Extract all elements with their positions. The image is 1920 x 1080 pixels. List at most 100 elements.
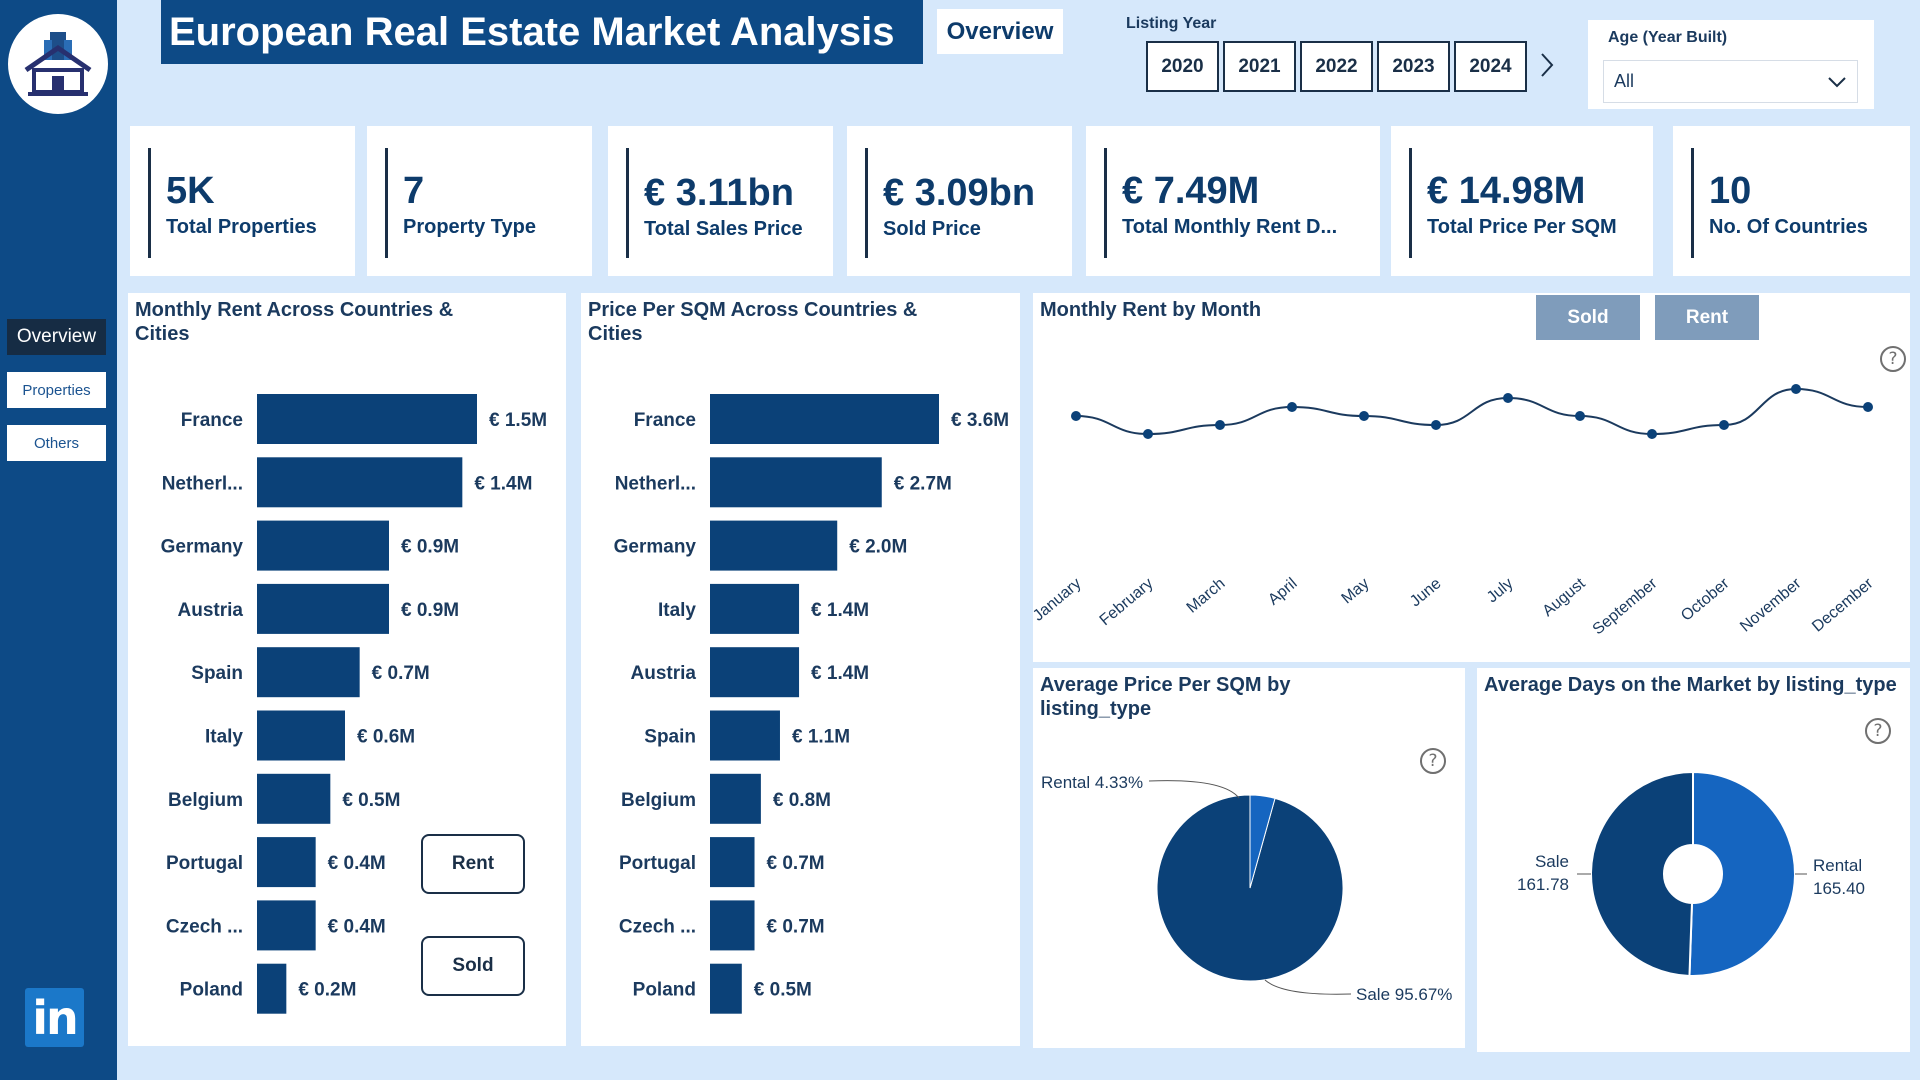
bar-category-label: Austria [631,663,697,684]
help-icon[interactable]: ? [1880,346,1906,372]
age-dropdown-value: All [1614,71,1635,91]
rent-button[interactable]: Rent [421,834,525,894]
price-sqm-by-country-panel: Price Per SQM Across Countries & Cities … [581,293,1020,1046]
kpi-no-of-countries: 10 No. Of Countries [1673,126,1910,276]
kpi-value: € 14.98M [1427,170,1586,212]
bar [710,837,755,888]
bar-category-label: Czech ... [166,916,243,937]
avg-price-sqm-title: Average Price Per SQM by listing_type [1040,674,1291,720]
listing-year-label: Listing Year [1126,15,1217,32]
bar-value-label: € 3.6M [951,410,1009,431]
bar [257,457,463,508]
bar-category-label: Portugal [166,853,243,874]
bar [710,773,761,824]
bar [710,457,882,508]
data-point [1503,393,1513,403]
x-tick-label: June [1407,575,1445,610]
kpi-label: Total Price Per SQM [1427,216,1617,238]
tab-rent[interactable]: Rent [1655,295,1759,340]
bar-value-label: € 1.4M [474,473,532,494]
kpi-value: € 3.09bn [883,172,1036,214]
data-point [1719,420,1729,430]
data-point [1431,420,1441,430]
price-sqm-by-country-title: Price Per SQM Across Countries & Cities [588,299,918,345]
kpi-value: 10 [1709,170,1752,212]
avg-price-sqm-panel: Average Price Per SQM by listing_type Re… [1033,668,1465,1048]
rent-by-country-panel: Monthly Rent Across Countries & Cities F… [128,293,566,1046]
age-slicer: Age (Year Built) All [1588,20,1874,109]
kpi-value: 7 [403,170,425,212]
bar-value-label: € 0.9M [401,537,459,558]
bar-value-label: € 1.4M [811,663,869,684]
data-point [1143,429,1153,439]
rent-by-country-chart: France € 1.5M Netherl... € 1.4M Germany € 0.9… [161,394,547,1014]
chevron-right-icon[interactable] [1540,52,1554,83]
year-button-2022[interactable]: 2022 [1300,41,1373,92]
bar [257,394,477,444]
x-tick-label: September [1590,575,1661,639]
year-button-2020[interactable]: 2020 [1146,41,1219,92]
bar [257,520,389,571]
x-tick-label: December [1809,575,1877,636]
x-tick-label: March [1184,575,1229,617]
age-dropdown[interactable]: All [1603,60,1858,103]
bar-value-label: € 1.4M [811,600,869,621]
data-point [1791,384,1801,394]
bar [257,900,316,951]
kpi-total-price-per-sqm: € 14.98M Total Price Per SQM [1391,126,1653,276]
sidebar: Overview Properties Others in [0,0,117,1080]
bar [710,963,742,1014]
avg-price-sqm-chart: Rental 4.33% Sale 95.67% [1041,773,1452,1004]
tab-sold[interactable]: Sold [1536,295,1640,340]
bar-value-label: € 0.7M [767,853,825,874]
help-icon[interactable]: ? [1420,748,1446,774]
bar-category-label: Austria [178,600,244,621]
data-point [1575,411,1585,421]
nav-properties[interactable]: Properties [7,372,106,408]
kpi-label: Total Monthly Rent D... [1122,216,1338,238]
x-tick-label: January [1033,575,1085,625]
x-tick-label: July [1484,575,1517,606]
nav-others[interactable]: Others [7,425,106,461]
linkedin-icon-label: in [32,990,78,1045]
kpi-total-monthly-rent: € 7.49M Total Monthly Rent D... [1086,126,1380,276]
linkedin-icon[interactable]: in [25,988,84,1047]
age-slicer-label: Age (Year Built) [1608,29,1728,46]
year-button-2021[interactable]: 2021 [1223,41,1296,92]
leader-line [1264,979,1352,995]
data-point [1071,411,1081,421]
year-button-2023[interactable]: 2023 [1377,41,1450,92]
nav-overview[interactable]: Overview [7,319,106,355]
sold-button[interactable]: Sold [421,936,525,996]
bar [257,837,316,888]
slice-label-rental-name: Rental [1813,856,1862,875]
bar-category-label: France [634,410,696,431]
avg-days-market-chart: Rental 165.40 Sale 161.78 [1517,770,1865,977]
bar-category-label: Czech ... [619,916,696,937]
bar [710,710,780,761]
bar-category-label: Poland [633,980,696,1001]
bar-category-label: Portugal [619,853,696,874]
slice-label-sale-name: Sale [1535,852,1569,871]
kpi-label: Total Sales Price [644,218,803,240]
kpi-value: 5K [166,170,215,212]
bar-value-label: € 0.7M [767,916,825,937]
page-tag: Overview [937,9,1063,54]
bar-value-label: € 0.4M [328,853,386,874]
bar [257,647,360,698]
bar-value-label: € 2.7M [894,473,952,494]
bar-value-label: € 0.4M [328,916,386,937]
avg-days-market-panel: Average Days on the Market by listing_ty… [1477,668,1910,1052]
slice-label-rental-value: 165.40 [1813,879,1865,898]
year-button-2024[interactable]: 2024 [1454,41,1527,92]
bar-value-label: € 0.5M [342,790,400,811]
house-logo-icon [8,14,108,114]
rent-by-month-chart: January February March April May June July Augu… [1033,384,1877,639]
bar [257,710,345,761]
data-point [1287,402,1297,412]
kpi-label: Sold Price [883,218,981,240]
help-icon[interactable]: ? [1865,718,1891,744]
bar-value-label: € 0.8M [773,790,831,811]
data-point [1863,402,1873,412]
kpi-total-sales-price: € 3.11bn Total Sales Price [608,126,833,276]
